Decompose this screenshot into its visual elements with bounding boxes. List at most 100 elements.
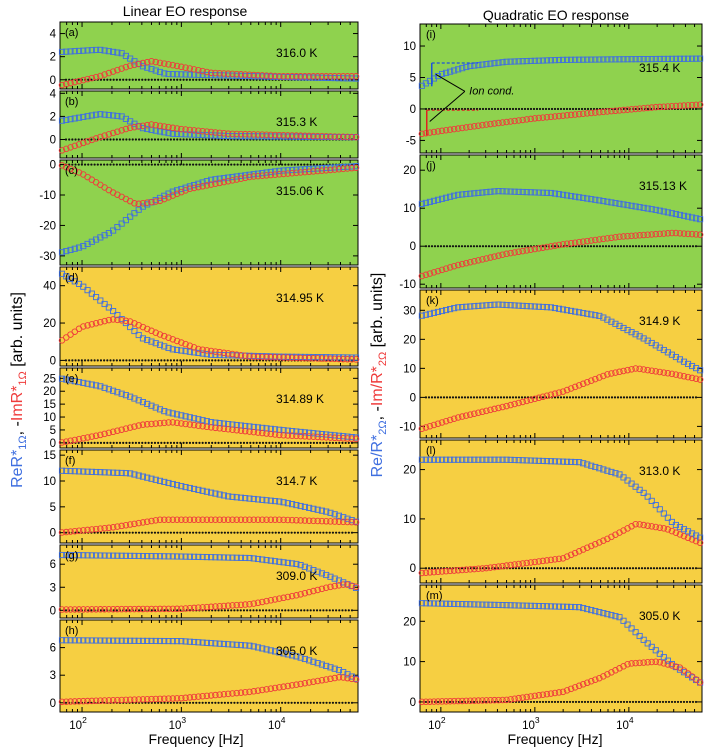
re-point: [612, 320, 619, 327]
baseline-dot: [303, 701, 306, 704]
im-point: [250, 688, 257, 695]
baseline-dot: [220, 609, 223, 612]
baseline-dot: [239, 78, 242, 81]
baseline-dot: [312, 163, 315, 166]
baseline-dot: [223, 531, 226, 534]
re-point: [624, 202, 631, 209]
baseline-dot: [236, 78, 239, 81]
re-point: [616, 322, 623, 329]
y-tick-label: 0: [50, 528, 56, 540]
im-point: [616, 107, 623, 114]
re-point: [233, 554, 240, 561]
panel-background: [59, 367, 359, 449]
baseline-dot: [466, 245, 470, 248]
im-point: [284, 432, 292, 439]
im-point: [535, 245, 543, 252]
re-point: [668, 210, 675, 217]
im-point: [212, 691, 219, 699]
re-point: [632, 331, 639, 338]
panel-b: 420(b)315.3 K: [50, 88, 360, 159]
im-point: [224, 602, 232, 609]
re-point: [628, 480, 635, 487]
baseline-dot: [583, 700, 587, 704]
im-point: [71, 167, 79, 174]
baseline-dot: [315, 441, 319, 444]
im-point: [479, 697, 486, 704]
im-point: [186, 342, 194, 350]
baseline-dot: [233, 78, 236, 81]
re-point: [242, 172, 249, 179]
baseline-dot: [242, 531, 246, 534]
re-point: [101, 637, 108, 644]
baseline-dot: [451, 396, 455, 399]
re-point: [459, 601, 466, 608]
baseline-dot: [166, 138, 169, 141]
baseline-dot: [505, 107, 509, 111]
re-point: [511, 302, 518, 309]
baseline-dot: [134, 78, 138, 81]
re-point: [237, 642, 245, 649]
im-point: [563, 687, 571, 694]
re-point: [604, 56, 611, 63]
im-point: [229, 70, 236, 78]
im-point: [555, 112, 563, 120]
re-point: [547, 603, 554, 610]
re-point: [555, 458, 563, 465]
re-point: [186, 131, 193, 138]
im-point: [212, 603, 219, 610]
baseline-dot: [83, 163, 87, 166]
im-point: [67, 606, 74, 613]
im-point: [487, 564, 494, 571]
im-point: [668, 662, 676, 669]
baseline-dot: [99, 441, 103, 444]
baseline-dot: [565, 567, 569, 570]
baseline-dot: [74, 138, 77, 141]
baseline-dot: [535, 567, 539, 570]
im-point: [165, 516, 172, 524]
im-point: [567, 685, 575, 693]
baseline-dot: [198, 138, 201, 141]
im-point: [563, 112, 571, 119]
re-point: [310, 658, 317, 665]
baseline-dot: [544, 107, 548, 111]
baseline-dot: [595, 567, 599, 570]
baseline-dot: [589, 567, 593, 570]
im-point: [438, 127, 446, 135]
im-point: [471, 123, 478, 130]
re-point: [491, 188, 498, 195]
re-point: [88, 381, 95, 388]
panel-tag: (m): [426, 590, 443, 602]
baseline-dot: [466, 396, 470, 399]
baseline-dot: [201, 359, 204, 362]
im-point: [161, 123, 168, 130]
im-point: [182, 694, 189, 702]
right-y-label-re-sub: 2Ω: [377, 420, 389, 434]
im-point: [186, 65, 194, 72]
re-point: [225, 174, 232, 181]
re-point: [144, 336, 151, 344]
im-point: [676, 102, 684, 110]
im-point: [503, 696, 510, 704]
re-point: [63, 48, 70, 55]
im-point: [331, 133, 338, 140]
baseline-dot: [195, 701, 198, 704]
re-point: [535, 602, 542, 610]
im-point: [454, 261, 462, 269]
re-point: [447, 600, 454, 607]
im-point: [169, 336, 177, 343]
baseline-dot: [309, 609, 312, 612]
re-point: [161, 70, 168, 77]
im-point: [446, 264, 454, 271]
im-point: [173, 62, 181, 70]
re-point: [161, 408, 168, 415]
baseline-dot: [481, 107, 485, 111]
re-point: [455, 456, 462, 463]
im-point: [680, 230, 688, 237]
re-point: [620, 56, 627, 63]
im-point: [97, 133, 104, 141]
re-point: [225, 493, 232, 500]
re-point: [636, 632, 643, 640]
baseline-dot: [335, 531, 338, 534]
baseline-dot: [271, 609, 274, 612]
re-point: [580, 604, 587, 612]
